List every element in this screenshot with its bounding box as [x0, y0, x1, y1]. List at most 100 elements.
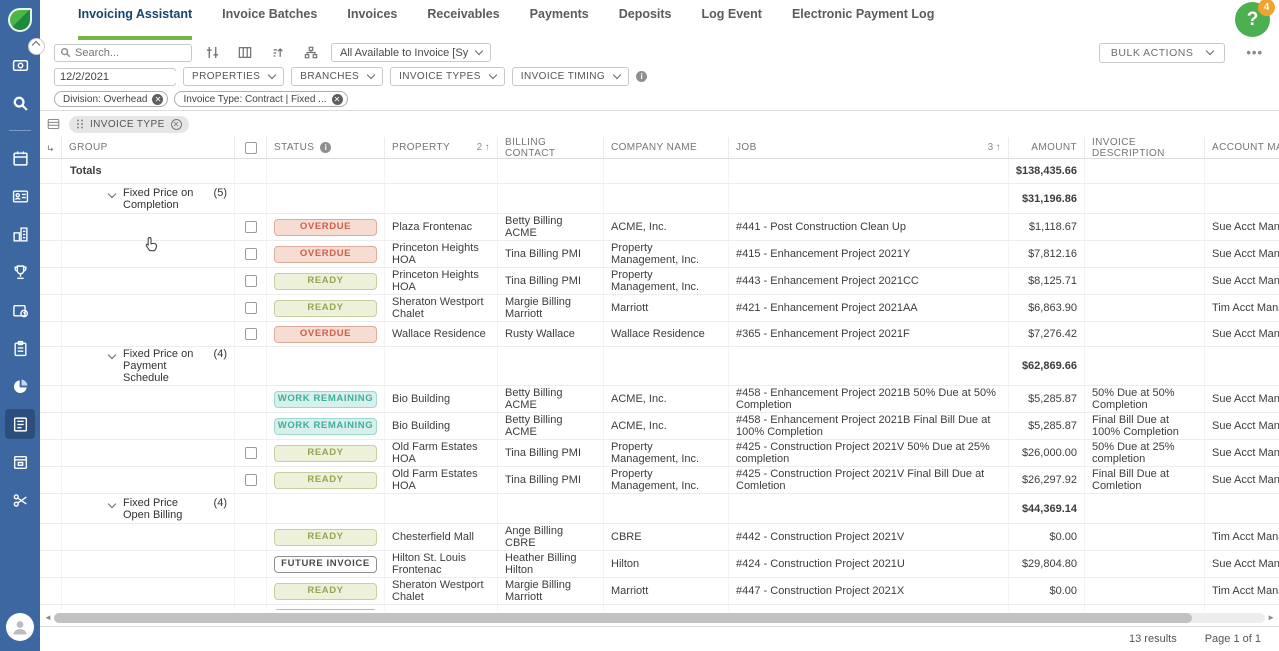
- tab-deposits[interactable]: Deposits: [618, 7, 672, 21]
- invoice-row[interactable]: READY Sheraton Westport Chalet Margie Bi…: [40, 295, 1279, 322]
- status-info-icon[interactable]: i: [320, 142, 332, 153]
- invoice-row[interactable]: WORK REMAINING Bio Building Betty Billin…: [40, 413, 1279, 440]
- status-pill[interactable]: WORK REMAINING: [274, 390, 377, 408]
- invoice-row[interactable]: WORK REMAINING Bio Building Betty Billin…: [40, 386, 1279, 413]
- column-header-status[interactable]: STATUS i: [267, 137, 385, 158]
- status-pill[interactable]: OVERDUE: [274, 218, 377, 236]
- invoice-row[interactable]: OVERDUE Princeton Heights HOA Tina Billi…: [40, 241, 1279, 268]
- bulk-actions-button[interactable]: BULK ACTIONS: [1098, 42, 1226, 63]
- sidebar-item-search[interactable]: [5, 88, 35, 118]
- filter-chip-invoice-type[interactable]: Invoice Type: Contract | Fixed ... ✕: [174, 91, 348, 107]
- scrollbar-thumb[interactable]: [53, 613, 1193, 623]
- status-pill[interactable]: READY: [274, 471, 377, 489]
- collapse-all-button[interactable]: [40, 137, 62, 158]
- help-button[interactable]: ? 4: [1235, 0, 1275, 37]
- chevron-down-icon[interactable]: [107, 350, 117, 360]
- group-label[interactable]: Fixed Price on Completion: [123, 186, 194, 211]
- scroll-right-icon[interactable]: ►: [1267, 613, 1275, 622]
- row-checkbox[interactable]: [244, 328, 257, 340]
- invoice-row[interactable]: READY Princeton Heights HOA Tina Billing…: [40, 268, 1279, 295]
- column-header-property[interactable]: PROPERTY 2 ↑: [385, 137, 498, 158]
- filter-chip-division[interactable]: Division: Overhead ✕: [54, 91, 169, 107]
- chevron-down-icon[interactable]: [107, 189, 117, 198]
- sidebar-item-payments[interactable]: [5, 50, 35, 80]
- column-header-group[interactable]: GROUP: [62, 137, 235, 158]
- tab-payments[interactable]: Payments: [529, 7, 589, 21]
- row-checkbox[interactable]: [244, 221, 257, 233]
- status-pill[interactable]: OVERDUE: [274, 325, 377, 343]
- sidebar-item-archive[interactable]: [5, 447, 35, 477]
- invoice-row[interactable]: READY Sheraton Westport Chalet Margie Bi…: [40, 578, 1279, 605]
- more-options-button[interactable]: •••: [1246, 45, 1263, 60]
- row-checkbox[interactable]: [244, 302, 257, 314]
- sidebar-item-schedule[interactable]: [5, 295, 35, 325]
- scroll-left-icon[interactable]: ◄: [44, 613, 52, 622]
- invoice-row[interactable]: FUTURE INVOICE Hilton St. Louis Frontena…: [40, 551, 1279, 578]
- tab-invoices[interactable]: Invoices: [347, 7, 398, 21]
- tab-receivables[interactable]: Receivables: [427, 7, 500, 21]
- group-label[interactable]: Fixed Price Open Billing: [123, 496, 183, 521]
- status-pill[interactable]: READY: [274, 272, 377, 290]
- status-pill[interactable]: OVERDUE: [274, 245, 377, 263]
- column-header-amount[interactable]: AMOUNT: [1009, 137, 1085, 158]
- group-by-chip-invoice-type[interactable]: INVOICE TYPE ✕: [69, 115, 189, 133]
- column-header-job[interactable]: JOB 3 ↑: [729, 137, 1009, 158]
- row-checkbox[interactable]: [244, 248, 257, 260]
- sidebar-item-contacts[interactable]: [5, 181, 35, 211]
- sidebar-expand-button[interactable]: [28, 38, 45, 55]
- invoice-date-field[interactable]: [54, 67, 214, 86]
- status-pill[interactable]: READY: [274, 582, 377, 600]
- group-hierarchy-button[interactable]: [298, 43, 324, 63]
- invoice-row[interactable]: READY Chesterfield Mall Ange Billing CBR…: [40, 524, 1279, 551]
- branches-dropdown[interactable]: BRANCHES: [291, 67, 384, 86]
- column-header-invoice-description[interactable]: INVOICE DESCRIPTION: [1085, 137, 1205, 159]
- sidebar-item-awards[interactable]: [5, 257, 35, 287]
- columns-button[interactable]: [232, 43, 258, 63]
- tab-invoice-batches[interactable]: Invoice Batches: [222, 7, 318, 21]
- select-all-checkbox[interactable]: [235, 137, 267, 158]
- user-avatar[interactable]: [6, 613, 34, 641]
- search-box[interactable]: [54, 43, 192, 62]
- invoice-row[interactable]: OVERDUE Wallace Residence Rusty Wallace …: [40, 322, 1279, 347]
- date-input[interactable]: [60, 70, 202, 83]
- invoice-row[interactable]: READY Old Farm Estates HOA Tina Billing …: [40, 440, 1279, 467]
- column-header-account-manager[interactable]: ACCOUNT MANAGER: [1205, 137, 1279, 158]
- sort-button[interactable]: [265, 43, 291, 63]
- sidebar-item-reports[interactable]: [5, 371, 35, 401]
- status-pill[interactable]: OVERDUE: [274, 608, 377, 610]
- row-checkbox[interactable]: [244, 275, 257, 287]
- row-checkbox[interactable]: [244, 474, 257, 486]
- sidebar-item-calendar[interactable]: [5, 143, 35, 173]
- invoice-row[interactable]: OVERDUE Plaza Frontenac Betty Billing AC…: [40, 214, 1279, 241]
- column-header-company-name[interactable]: COMPANY NAME: [604, 137, 729, 158]
- remove-filter-icon[interactable]: ✕: [331, 93, 343, 105]
- sidebar-item-tools[interactable]: [5, 485, 35, 515]
- tab-electronic-payment-log[interactable]: Electronic Payment Log: [791, 7, 935, 21]
- invoice-types-dropdown[interactable]: INVOICE TYPES: [390, 67, 505, 86]
- sidebar-item-tasks[interactable]: [5, 333, 35, 363]
- horizontal-scrollbar[interactable]: ◄ ►: [44, 612, 1275, 624]
- scrollbar-track[interactable]: [53, 613, 1266, 623]
- tab-invoicing-assistant[interactable]: Invoicing Assistant: [78, 7, 193, 40]
- invoice-timing-dropdown[interactable]: INVOICE TIMING: [511, 67, 630, 86]
- remove-group-icon[interactable]: ✕: [170, 118, 182, 130]
- remove-filter-icon[interactable]: ✕: [152, 93, 164, 105]
- grid-settings-button[interactable]: [45, 117, 61, 131]
- properties-dropdown[interactable]: PROPERTIES: [183, 67, 285, 86]
- status-pill[interactable]: READY: [274, 299, 377, 317]
- invoice-row[interactable]: OVERDUE Wallace Residence Rusty Wallace …: [40, 605, 1279, 610]
- sidebar-item-properties[interactable]: [5, 219, 35, 249]
- column-header-billing-contact[interactable]: BILLING CONTACT: [498, 137, 604, 159]
- filter-settings-button[interactable]: [199, 43, 225, 63]
- tab-log-event[interactable]: Log Event: [701, 7, 762, 21]
- status-pill[interactable]: FUTURE INVOICE: [274, 555, 377, 573]
- sidebar-item-invoicing[interactable]: [5, 409, 35, 439]
- status-pill[interactable]: READY: [274, 444, 377, 462]
- chevron-down-icon[interactable]: [107, 499, 117, 508]
- status-pill[interactable]: READY: [274, 528, 377, 546]
- row-checkbox[interactable]: [244, 447, 257, 459]
- search-input[interactable]: [75, 46, 186, 59]
- group-label[interactable]: Fixed Price on Payment Schedule: [123, 348, 194, 384]
- status-pill[interactable]: WORK REMAINING: [274, 417, 377, 435]
- drag-handle-icon[interactable]: [76, 119, 84, 129]
